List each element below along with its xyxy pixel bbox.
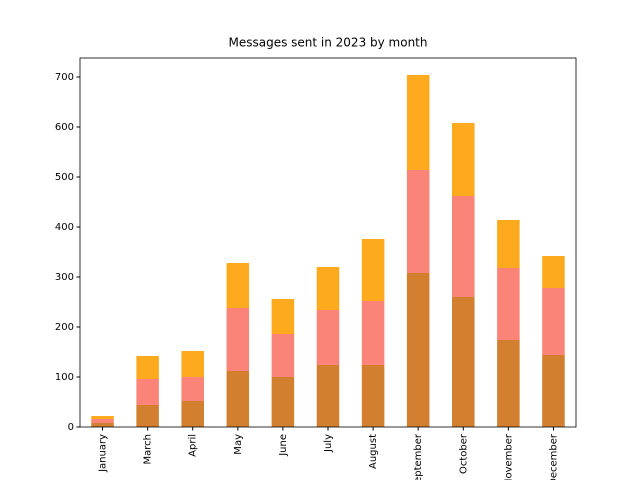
plot-frame [79,57,577,428]
bar-segment [406,273,430,427]
x-tick-label: April [188,434,199,457]
y-tick-label: 400 [55,222,74,233]
bar-segment [226,308,250,371]
bar-segment [316,267,340,310]
bar-segment [452,123,475,196]
bar-segment [136,356,159,379]
bar-segment [497,340,520,427]
x-tick-label: December [548,433,559,480]
y-tick-label: 200 [55,322,74,333]
bar-segment [361,239,385,301]
bar-segment [181,351,204,377]
bar-segment [316,365,340,427]
y-tick-label: 700 [55,72,74,83]
x-tick-label: May [233,434,244,455]
bar-segment [91,423,114,427]
y-tick-label: 600 [55,122,74,133]
bar-segment [271,299,295,334]
bar-segment [361,365,385,427]
x-tick-label: July [323,434,334,453]
y-tick-label: 100 [55,372,74,383]
bar-segment [316,310,340,365]
bar-segment [91,419,114,423]
bar-segment [271,334,295,377]
x-tick-label: August [368,434,379,469]
bar-segment [91,416,114,419]
y-tick-label: 0 [68,422,74,433]
bar-segment [361,301,385,365]
y-tick-label: 500 [55,172,74,183]
bar-segment [181,401,204,427]
x-tick-label: January [98,434,109,473]
bar-segment [497,220,520,268]
bar-segment [542,256,565,288]
bar-segment [271,377,295,427]
bar-segment [406,170,430,273]
bar-segment [181,377,204,401]
x-tick-label: March [143,434,154,464]
bar-segment [136,379,159,405]
x-tick-label: November [503,433,514,480]
x-tick-label: October [458,433,469,474]
bar-segment [452,196,475,297]
x-tick-label: June [278,434,289,457]
bar-segment [452,297,475,427]
y-tick-label: 300 [55,272,74,283]
x-tick-label: September [413,433,424,480]
chart-title: Messages sent in 2023 by month [228,36,427,50]
bar-segment [406,75,430,170]
bar-segment [226,263,250,308]
bar-segment [542,288,565,355]
bar-segment [136,405,159,427]
bar-segment [497,268,520,340]
bar-segment [226,371,250,427]
bar-segment [542,355,565,427]
